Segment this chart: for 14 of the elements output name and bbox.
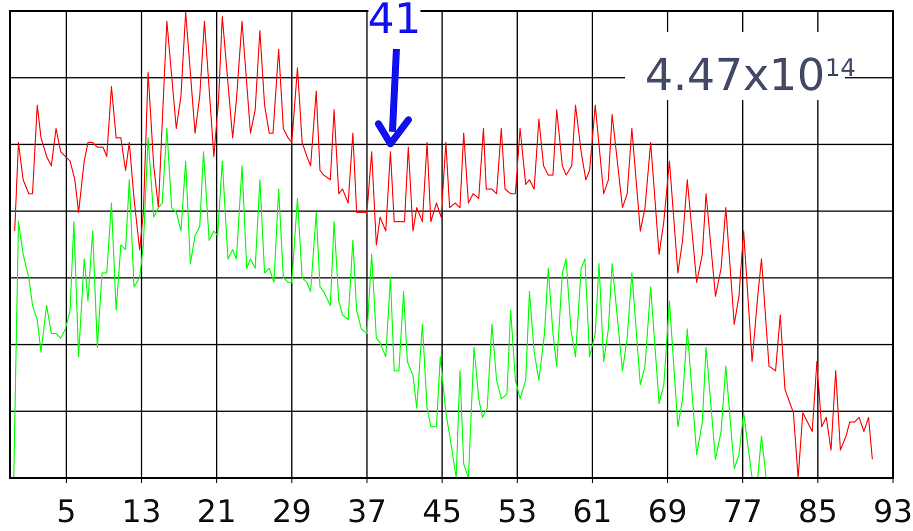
x-tick-label: 77 — [722, 494, 762, 530]
x-tick-label: 69 — [648, 494, 688, 530]
annotation: 41 — [368, 0, 422, 43]
x-tick-label: 45 — [422, 494, 462, 530]
x-tick-label: 21 — [196, 494, 236, 530]
x-tick-label: 37 — [347, 494, 387, 530]
x-tick-label: 53 — [498, 494, 537, 530]
x-tick-label: 29 — [272, 494, 312, 530]
x-tick-label: 13 — [122, 494, 162, 530]
x-tick-label: 5 — [56, 494, 76, 530]
annotation: 4.47x10$^{14}$ — [645, 50, 856, 101]
x-tick-label: 61 — [572, 494, 612, 530]
x-tick-label: 93 — [873, 494, 913, 530]
x-tick-label: 85 — [798, 494, 838, 530]
